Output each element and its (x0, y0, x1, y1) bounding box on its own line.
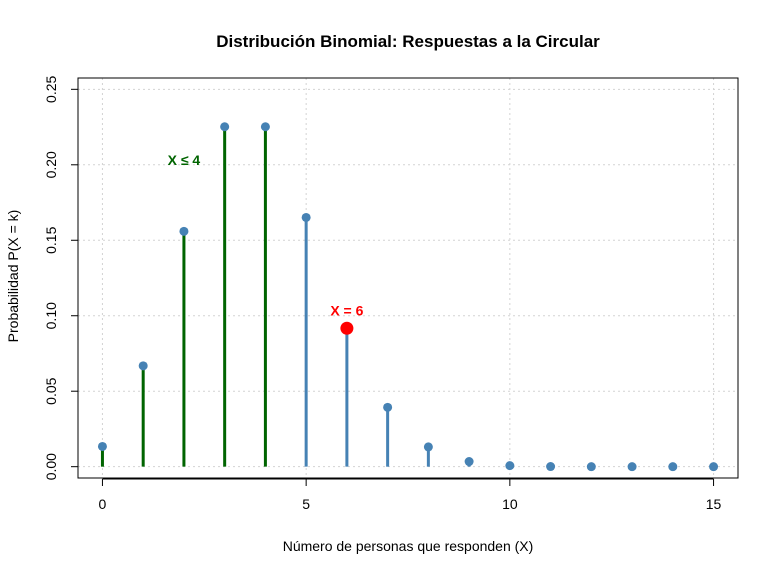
x-tick-label: 5 (302, 496, 310, 512)
point-12 (586, 462, 596, 472)
point-7 (383, 402, 393, 412)
point-8 (423, 442, 433, 452)
y-tick-label: 0.00 (43, 453, 59, 480)
point-11 (546, 462, 556, 472)
highlight-point-6 (340, 321, 354, 335)
x-tick-label: 10 (502, 496, 518, 512)
point-13 (627, 462, 637, 472)
annotation-0: X ≤ 4 (168, 152, 201, 168)
point-3 (220, 122, 230, 132)
point-15 (709, 462, 719, 472)
y-tick-label: 0.15 (43, 226, 59, 253)
y-tick-label: 0.10 (43, 302, 59, 329)
point-14 (668, 462, 678, 472)
y-tick-label: 0.05 (43, 377, 59, 404)
y-tick-label: 0.20 (43, 151, 59, 178)
annotations: X ≤ 4 X = 6 (168, 152, 364, 319)
point-2 (179, 226, 189, 236)
x-axis-label: Número de personas que responden (X) (283, 538, 534, 554)
point-10 (505, 461, 515, 471)
point-9 (464, 457, 474, 467)
point-5 (301, 212, 311, 222)
x-tick-label: 15 (706, 496, 722, 512)
point-0 (97, 441, 107, 451)
x-tick-label: 0 (99, 496, 107, 512)
annotation-1: X = 6 (330, 303, 363, 319)
lollipop-series (97, 122, 719, 472)
y-tick-label: 0.25 (43, 75, 59, 102)
axes: 0 5 10 15 0.00 0.05 0.10 0.15 0.20 0.25 (43, 75, 739, 512)
y-axis-label: Probabilidad P(X = k) (5, 210, 21, 343)
chart-title: Distribución Binomial: Respuestas a la C… (216, 32, 600, 51)
point-4 (260, 122, 270, 132)
point-1 (138, 361, 148, 371)
